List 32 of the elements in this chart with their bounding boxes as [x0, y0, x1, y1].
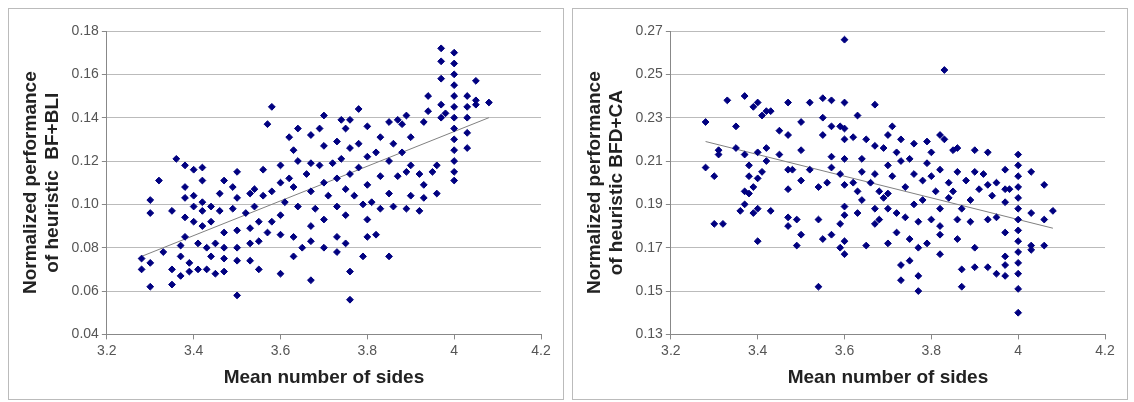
x-tick-label: 3.2: [661, 341, 681, 358]
x-tick-label: 4.2: [1095, 341, 1115, 358]
y-axis-title: Normalized performance of heuristic BF+BLI: [18, 71, 63, 295]
x-tick-label: 3.4: [747, 341, 768, 358]
x-tick-label: 4.2: [531, 341, 551, 358]
y-tick-label: 0.12: [71, 151, 100, 168]
y-tick-label: 0.23: [635, 108, 664, 125]
y-tick-label: 0.18: [71, 21, 100, 38]
y-tick-label: 0.27: [635, 21, 664, 38]
y-tick-label: 0.08: [71, 238, 100, 255]
x-tick-label: 3.4: [183, 341, 204, 358]
y-tick-label: 0.25: [635, 65, 664, 82]
x-tick-label: 3.2: [97, 341, 117, 358]
y-tick-label: 0.13: [635, 325, 664, 342]
x-tick-label: 4: [1014, 341, 1023, 358]
y-tick-label: 0.16: [71, 65, 100, 82]
y-tick-label: 0.17: [635, 238, 664, 255]
x-tick-label: 4: [450, 341, 459, 358]
x-axis-title: Mean number of sides: [787, 365, 989, 387]
y-tick-label: 0.06: [71, 281, 100, 298]
y-tick-label: 0.10: [71, 195, 100, 212]
x-tick-label: 3.8: [921, 341, 942, 358]
x-tick-label: 3.6: [270, 341, 291, 358]
x-tick-label: 3.8: [357, 341, 378, 358]
x-tick-label: 3.6: [834, 341, 855, 358]
y-tick-label: 0.15: [635, 281, 664, 298]
y-axis-title: Normalized performance of heuristic BFD+CA: [582, 71, 627, 295]
y-tick-label: 0.14: [71, 108, 100, 125]
y-tick-label: 0.21: [635, 151, 664, 168]
y-tick-label: 0.04: [71, 325, 100, 342]
x-axis-title: Mean number of sides: [223, 365, 425, 387]
y-tick-label: 0.19: [635, 195, 664, 212]
